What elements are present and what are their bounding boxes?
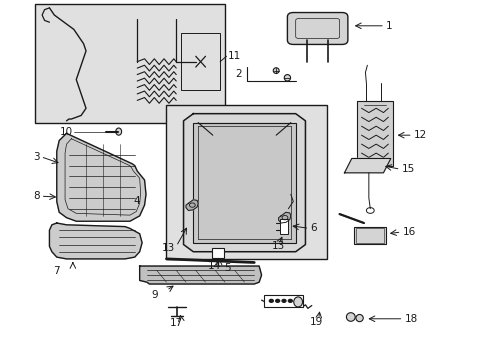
Ellipse shape — [284, 75, 290, 81]
Polygon shape — [183, 114, 305, 252]
Text: 16: 16 — [402, 227, 415, 237]
Text: 2: 2 — [235, 69, 242, 79]
Text: 10: 10 — [60, 127, 73, 136]
Text: 13: 13 — [271, 241, 284, 251]
Text: 13: 13 — [162, 243, 175, 253]
Circle shape — [282, 300, 285, 302]
Bar — [139, 268, 147, 280]
Polygon shape — [140, 266, 261, 284]
Ellipse shape — [273, 68, 279, 73]
Text: 19: 19 — [309, 318, 323, 327]
Text: 8: 8 — [33, 191, 40, 201]
Bar — [279, 220, 288, 234]
Ellipse shape — [346, 313, 354, 321]
Text: 6: 6 — [310, 224, 316, 233]
Text: 3: 3 — [33, 152, 40, 162]
Bar — [211, 248, 223, 258]
Polygon shape — [344, 158, 390, 173]
Text: 14: 14 — [207, 261, 221, 271]
Ellipse shape — [116, 128, 122, 135]
Ellipse shape — [293, 297, 302, 307]
Bar — [264, 295, 303, 307]
Text: 5: 5 — [224, 263, 230, 273]
Bar — [193, 123, 295, 243]
Text: 7: 7 — [53, 266, 60, 276]
Circle shape — [288, 300, 292, 302]
Bar — [166, 105, 327, 259]
Text: 4: 4 — [133, 196, 140, 206]
Polygon shape — [49, 223, 142, 259]
Bar — [181, 33, 220, 90]
Circle shape — [269, 300, 273, 302]
Bar — [355, 228, 384, 243]
Text: 11: 11 — [227, 51, 240, 61]
Polygon shape — [57, 134, 146, 221]
Text: 1: 1 — [385, 21, 392, 31]
Text: 9: 9 — [151, 290, 157, 300]
Text: 18: 18 — [404, 314, 417, 324]
Polygon shape — [185, 200, 198, 211]
Bar — [353, 226, 385, 244]
Polygon shape — [278, 212, 290, 223]
FancyBboxPatch shape — [287, 13, 347, 44]
Circle shape — [275, 300, 279, 302]
Text: 12: 12 — [413, 130, 427, 140]
Bar — [356, 101, 392, 166]
Ellipse shape — [355, 315, 363, 321]
Text: 15: 15 — [401, 164, 414, 174]
Bar — [35, 4, 224, 123]
Text: 17: 17 — [169, 319, 183, 328]
